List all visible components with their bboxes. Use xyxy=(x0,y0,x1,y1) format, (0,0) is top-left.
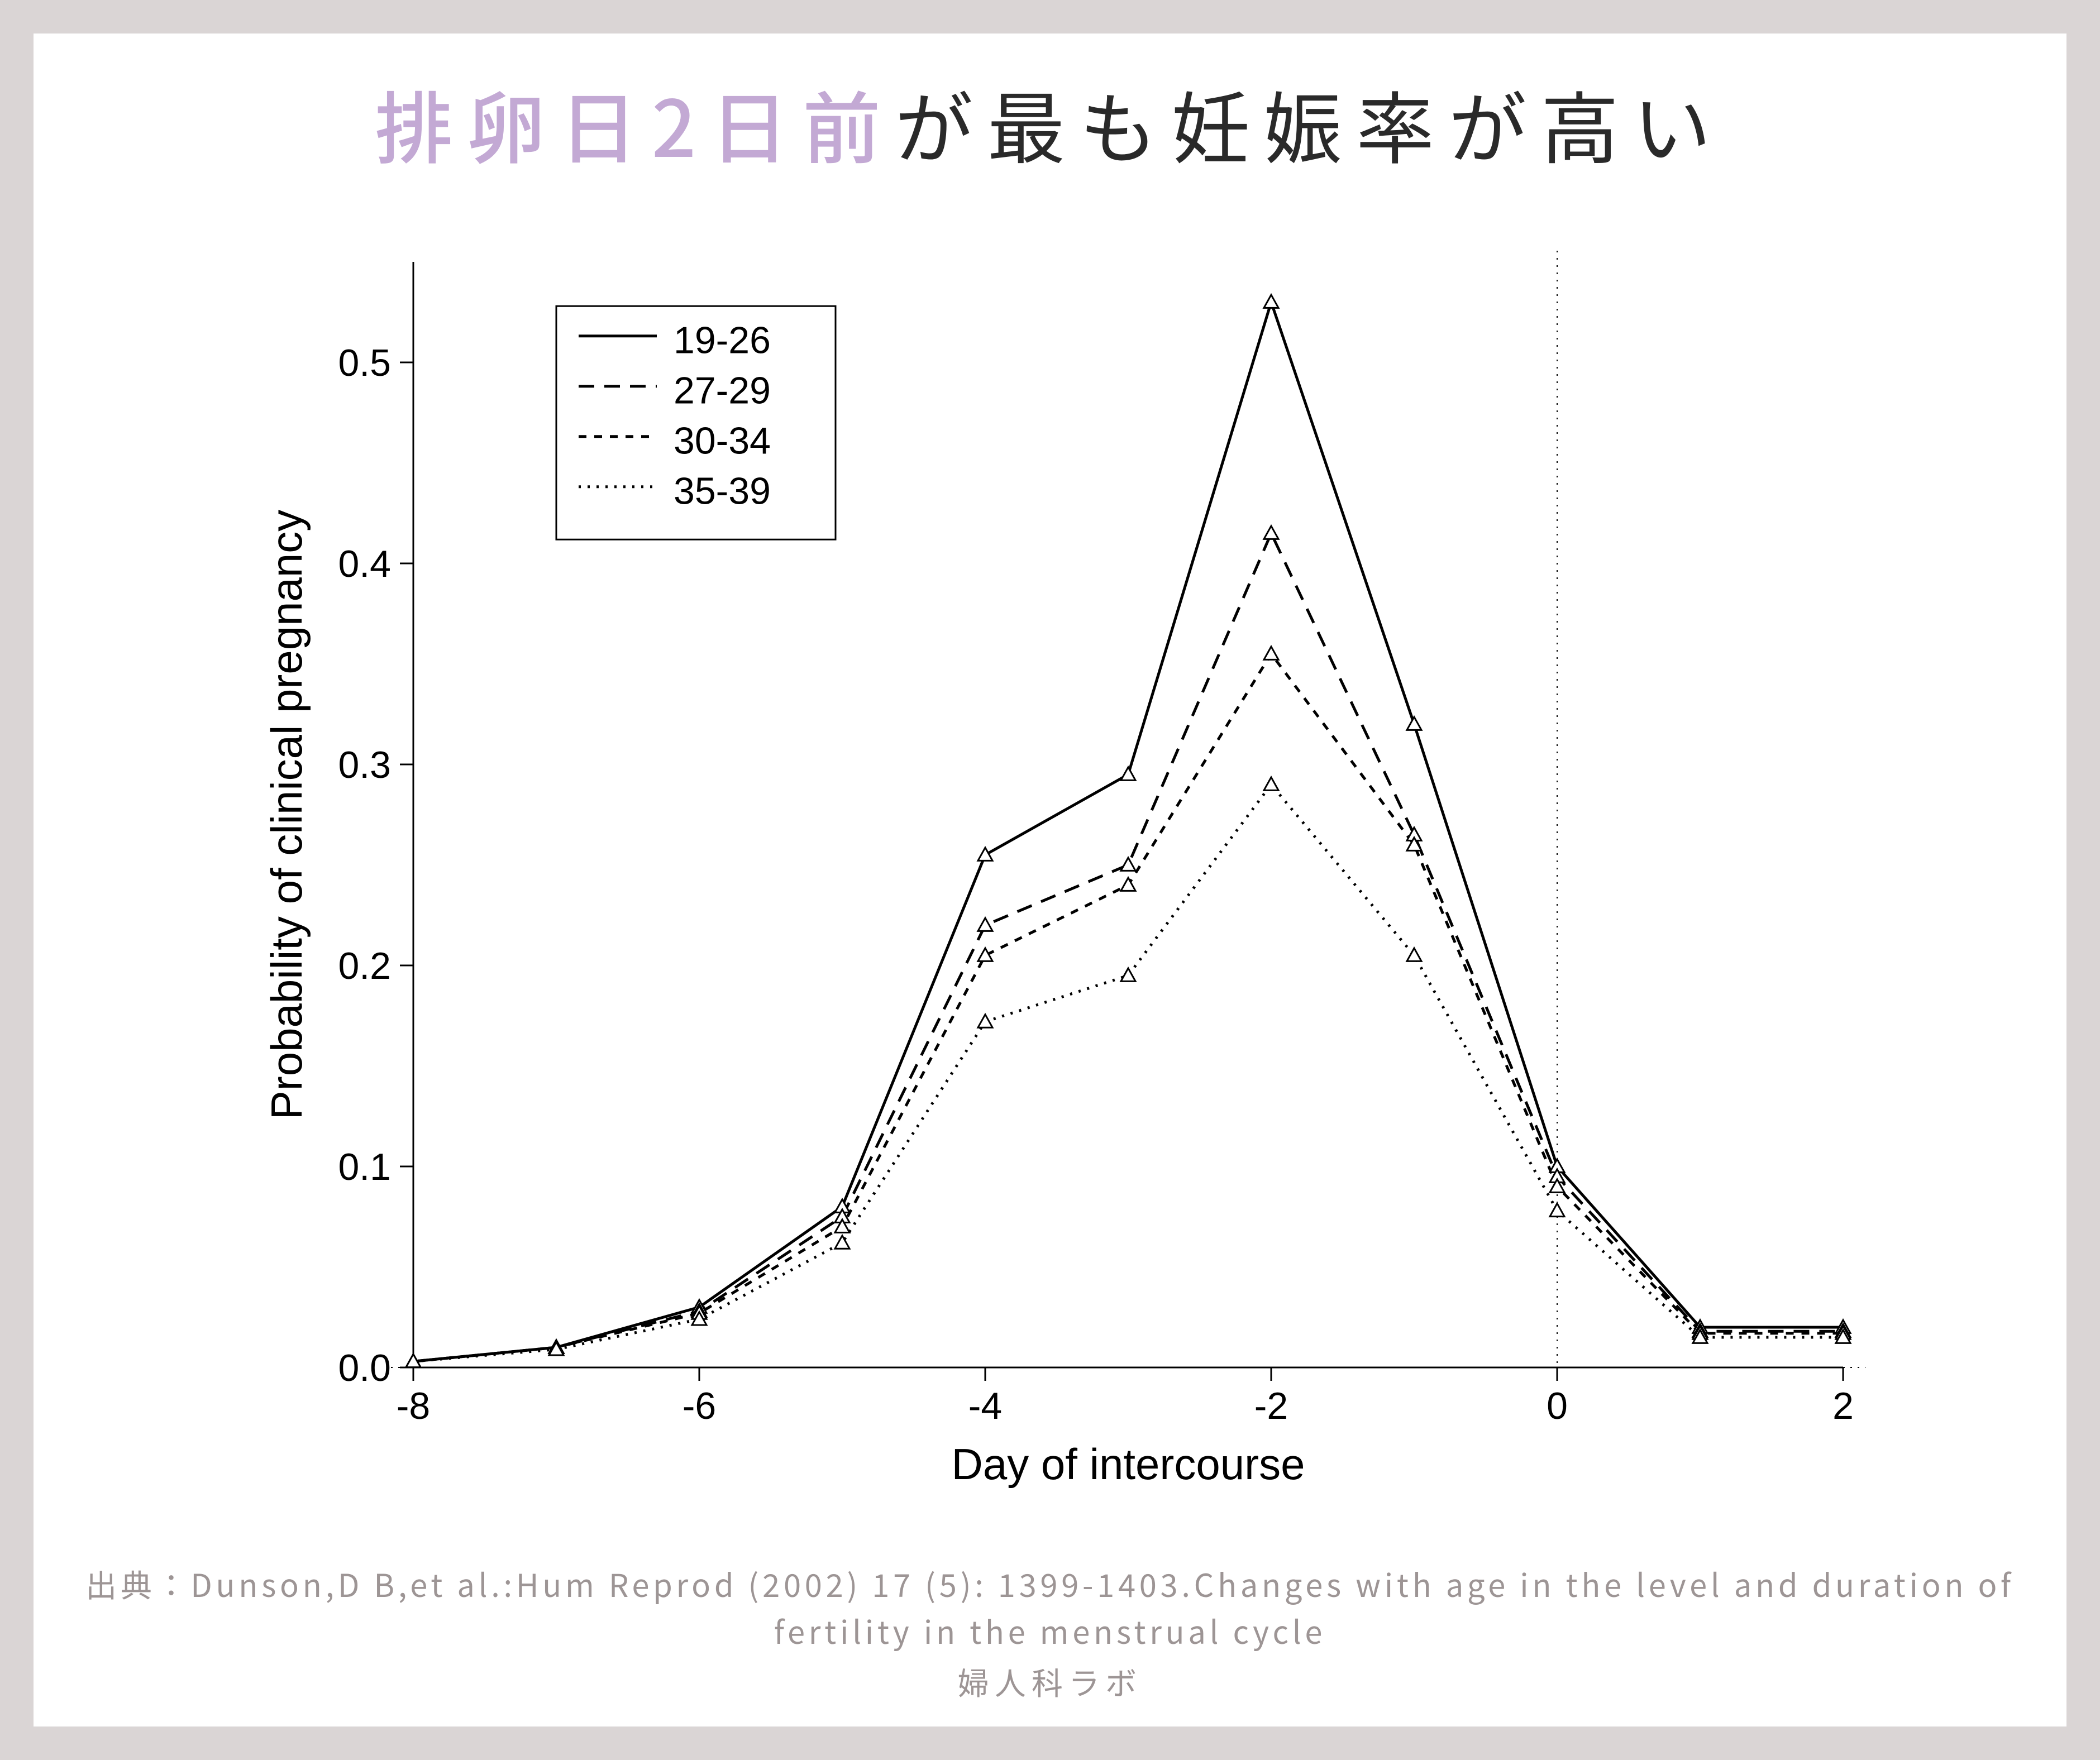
svg-text:Probability of clinical pregna: Probability of clinical pregnancy xyxy=(262,509,311,1120)
svg-text:0.0: 0.0 xyxy=(338,1346,391,1389)
pregnancy-probability-chart: -8 -6 -4 -2 0 2 0.0 0.1 0.2 0.3 0.4 0.5 Day of inter… xyxy=(212,228,1888,1513)
citation-text: 出典：Dunson,D B,et al.:Hum Reprod (2002) 1… xyxy=(78,1561,2022,1654)
svg-text:0.3: 0.3 xyxy=(338,743,391,786)
outer-frame: 排卵日2日前が最も妊娠率が高い -8 -6 -4 -2 0 2 0.0 0.1 0.2 0.3 0.… xyxy=(0,0,2100,1760)
svg-text:-6: -6 xyxy=(682,1385,716,1427)
svg-text:19-26: 19-26 xyxy=(674,319,771,361)
title-rest: が最も妊娠率が高い xyxy=(895,67,1725,180)
svg-text:35-39: 35-39 xyxy=(674,470,771,512)
svg-text:0.1: 0.1 xyxy=(338,1145,391,1188)
svg-text:Day of intercourse: Day of intercourse xyxy=(952,1439,1305,1489)
svg-text:0.2: 0.2 xyxy=(338,944,391,987)
svg-text:-2: -2 xyxy=(1254,1385,1288,1427)
svg-text:-8: -8 xyxy=(397,1385,430,1427)
credit-text: 婦人科ラボ xyxy=(78,1659,2022,1704)
card: 排卵日2日前が最も妊娠率が高い -8 -6 -4 -2 0 2 0.0 0.1 0.2 0.3 0.… xyxy=(34,34,2066,1726)
page-title: 排卵日2日前が最も妊娠率が高い xyxy=(78,67,2022,180)
svg-text:27-29: 27-29 xyxy=(674,369,771,412)
svg-text:2: 2 xyxy=(1832,1385,1854,1427)
title-highlight: 排卵日2日前 xyxy=(375,67,895,180)
svg-text:-4: -4 xyxy=(968,1385,1002,1427)
svg-text:0.5: 0.5 xyxy=(338,341,391,384)
svg-text:30-34: 30-34 xyxy=(674,419,771,462)
svg-text:0: 0 xyxy=(1547,1385,1568,1427)
svg-text:0.4: 0.4 xyxy=(338,542,391,585)
chart-container: -8 -6 -4 -2 0 2 0.0 0.1 0.2 0.3 0.4 0.5 Day of inter… xyxy=(78,191,2022,1549)
